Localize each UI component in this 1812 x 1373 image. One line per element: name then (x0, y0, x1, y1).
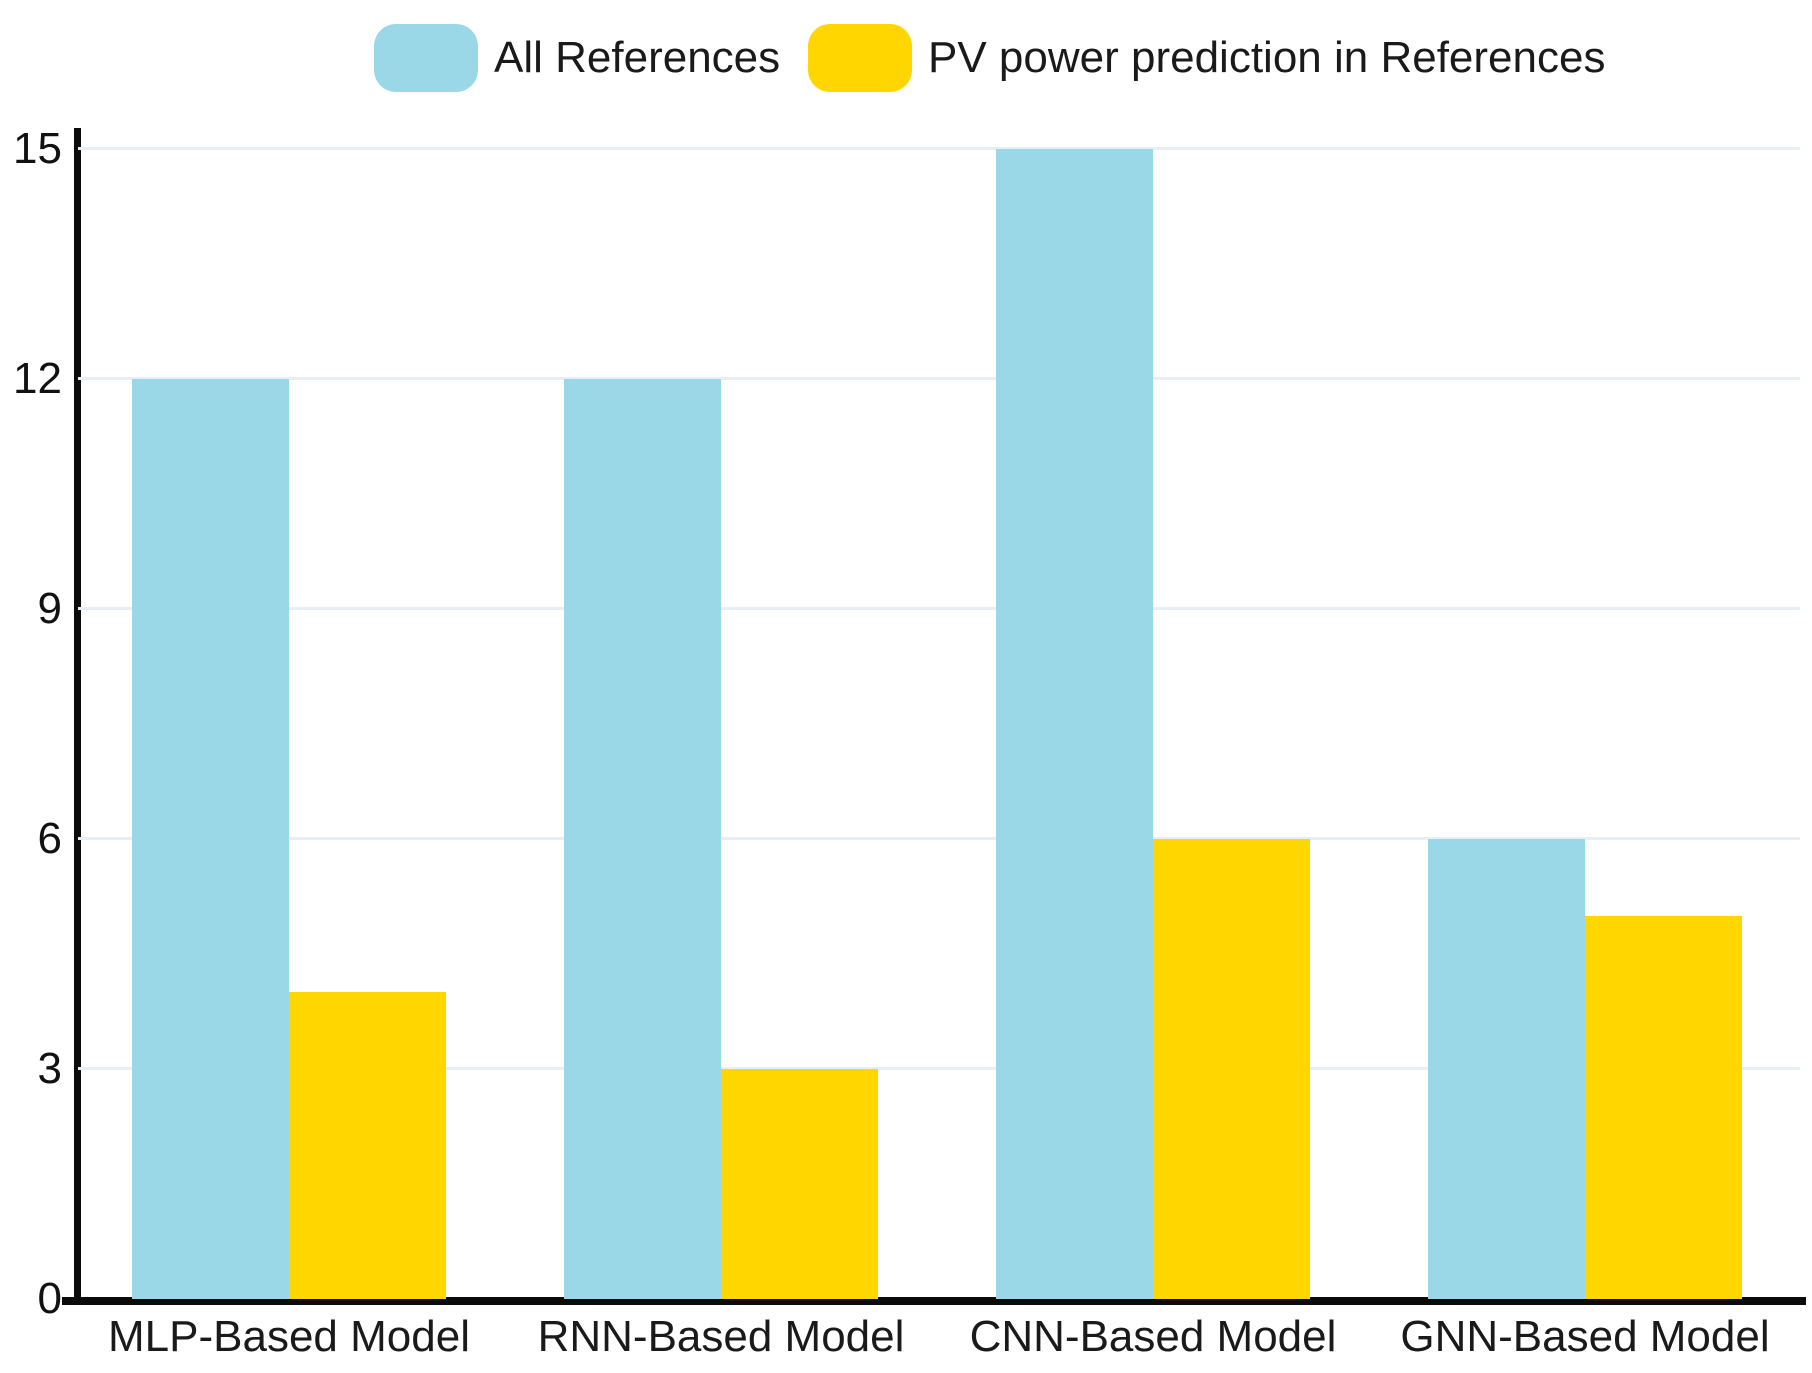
bar-all-references (1428, 838, 1585, 1299)
bar-pv-power-prediction-in-references (721, 1068, 878, 1299)
legend-label: PV power prediction in References (928, 33, 1606, 82)
x-axis-label: CNN-Based Model (969, 1312, 1337, 1361)
gridline (78, 837, 1800, 841)
legend-swatch-all-references (374, 24, 478, 92)
gridline (78, 607, 1800, 611)
x-axis-line (62, 1297, 1806, 1305)
gridline (78, 147, 1800, 150)
bar-pv-power-prediction-in-references (1585, 915, 1742, 1299)
legend-swatch-pv-power-prediction-in-references (808, 24, 912, 92)
y-tick-label: 15 (13, 123, 62, 173)
x-axis-label: MLP-Based Model (108, 1312, 470, 1361)
bar-all-references (996, 148, 1153, 1299)
legend: All References PV power prediction in Ref… (0, 0, 1812, 120)
gridline (78, 1067, 1800, 1071)
y-tick-label: 0 (37, 1274, 62, 1323)
y-axis-line (74, 128, 81, 1304)
x-axis-label: GNN-Based Model (1400, 1312, 1770, 1361)
y-tick-label: 3 (37, 1043, 62, 1093)
y-tick-label: 12 (13, 353, 62, 403)
bar-pv-power-prediction-in-references (1153, 838, 1310, 1299)
bar-pv-power-prediction-in-references (289, 992, 446, 1299)
legend-label: All References (494, 33, 781, 82)
gridline (78, 377, 1800, 381)
x-axis-label: RNN-Based Model (537, 1312, 905, 1361)
bar-all-references (132, 378, 289, 1299)
legend-item: All References (374, 24, 780, 92)
bar-all-references (564, 378, 721, 1299)
y-tick-label: 9 (37, 583, 62, 633)
legend-item: PV power prediction in References (808, 24, 1605, 92)
y-tick-label: 6 (37, 813, 62, 863)
